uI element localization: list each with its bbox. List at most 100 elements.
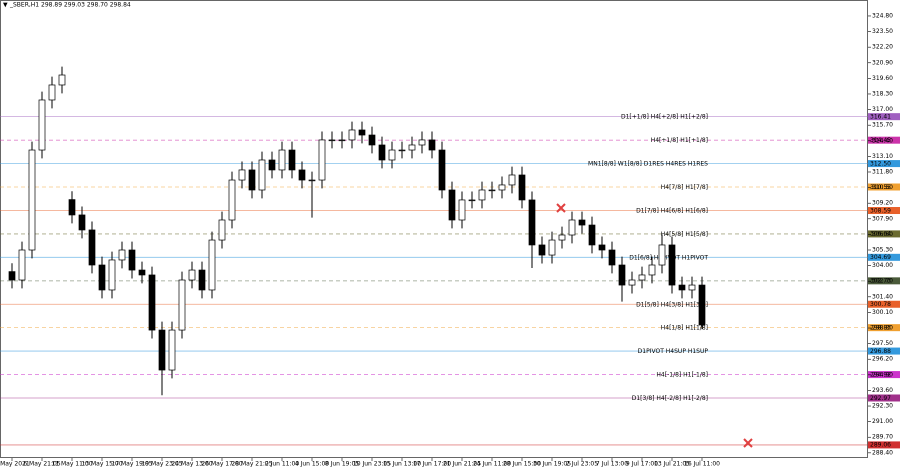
candle-body bbox=[28, 149, 36, 251]
price-box bbox=[868, 253, 900, 261]
candle-body bbox=[438, 149, 446, 191]
candle-body bbox=[98, 264, 106, 291]
price-box bbox=[868, 183, 900, 191]
price-box-label: 304.69 bbox=[870, 254, 891, 261]
x-tick-label: 10 Jun 23:05 bbox=[353, 461, 391, 468]
y-tick-label: 291.00 bbox=[872, 418, 893, 425]
candle-body bbox=[208, 239, 216, 291]
level-label: MN1[8/8] W1[8/8] D1RES H4RES H1RES bbox=[588, 161, 708, 168]
x-tick-label: 9 Jul 17:00 bbox=[626, 461, 658, 468]
x-tick-label: 24 Jun 11:00 bbox=[473, 461, 511, 468]
x-tick-label: 17 May 19:05 bbox=[111, 461, 152, 468]
price-box bbox=[868, 300, 900, 308]
candle-body bbox=[278, 149, 286, 171]
candle-body bbox=[78, 214, 86, 231]
candle-body bbox=[158, 329, 166, 371]
x-tick-label: 4 Jun 15:00 bbox=[295, 461, 329, 468]
candle-body bbox=[488, 189, 496, 192]
candle-body bbox=[408, 144, 416, 151]
x-tick-label: 24 May 13:00 bbox=[171, 461, 212, 468]
level-label: D1[7/8] H4[6/8] H1[6/8] bbox=[636, 208, 708, 215]
price-box-label: 292.97 bbox=[870, 395, 891, 402]
candle-body bbox=[668, 244, 676, 286]
price-box-label: 296.88 bbox=[870, 348, 891, 355]
cross-marker bbox=[556, 203, 566, 213]
candle-body bbox=[198, 269, 206, 291]
level-label: D1[+1/8] H4[+2/8] H1[+2/8] bbox=[621, 114, 708, 121]
candle-body bbox=[168, 329, 176, 371]
level-label: D1[3/8] H4[-2/8] H1[-2/8] bbox=[632, 395, 708, 402]
x-tick-label: 4 May 2021 bbox=[0, 461, 30, 468]
candle-body bbox=[678, 284, 686, 291]
y-tick-label: 305.30 bbox=[872, 247, 893, 254]
price-box-label: 308.59 bbox=[870, 207, 891, 214]
y-tick-label: 298.80 bbox=[872, 325, 893, 332]
y-tick-label: 302.70 bbox=[872, 278, 893, 285]
candle-body bbox=[688, 284, 696, 291]
y-tick-label: 292.30 bbox=[872, 403, 893, 410]
candle-body bbox=[238, 169, 246, 181]
x-tick-label: 21 Jun 21:05 bbox=[443, 461, 481, 468]
candle-body bbox=[328, 139, 336, 142]
candle-body bbox=[608, 249, 616, 266]
candle-body bbox=[188, 269, 196, 281]
candle-body bbox=[318, 139, 326, 181]
candles bbox=[8, 66, 706, 396]
x-tick-label: 13 May 15:00 bbox=[81, 461, 122, 468]
x-tick-label: 13 Jul 21:05 bbox=[654, 461, 690, 468]
candle-body bbox=[18, 249, 26, 281]
candle-body bbox=[58, 74, 66, 86]
price-box-label: 302.73 bbox=[870, 278, 891, 285]
levels: D1[+1/8] H4[+2/8] H1[+2/8] 316.41 H4[+1/8]… bbox=[0, 113, 900, 449]
candle-body bbox=[628, 279, 636, 286]
y-tick-label: 304.00 bbox=[872, 262, 893, 269]
y-tick-label: 319.60 bbox=[872, 75, 893, 82]
y-tick-label: 311.80 bbox=[872, 168, 893, 175]
candle-body bbox=[568, 219, 576, 236]
price-box bbox=[868, 113, 900, 121]
candle-body bbox=[88, 229, 96, 266]
candle-body bbox=[178, 279, 186, 331]
candle-body bbox=[398, 149, 406, 152]
y-tick-label: 288.40 bbox=[872, 449, 893, 456]
price-box-label: 289.06 bbox=[870, 442, 891, 449]
price-box bbox=[868, 371, 900, 379]
candle-body bbox=[258, 159, 266, 191]
y-tick-label: 296.20 bbox=[872, 356, 893, 363]
x-tick-label: 28 Jun 15:00 bbox=[503, 461, 541, 468]
candle-body bbox=[518, 174, 526, 201]
price-box-label: 314.45 bbox=[870, 137, 891, 144]
candle-body bbox=[468, 199, 476, 202]
candle-body bbox=[308, 179, 316, 182]
candle-body bbox=[428, 139, 436, 151]
candle-body bbox=[148, 274, 156, 331]
candle-body bbox=[288, 149, 296, 171]
candle-body bbox=[388, 149, 396, 161]
candle-body bbox=[548, 239, 556, 256]
y-tick-label: 324.80 bbox=[872, 12, 893, 19]
price-box bbox=[868, 136, 900, 144]
y-tick-label: 300.10 bbox=[872, 309, 893, 316]
y-tick-label: 310.50 bbox=[872, 184, 893, 191]
candle-body bbox=[618, 264, 626, 286]
candle-body bbox=[588, 224, 596, 246]
candle-body bbox=[658, 244, 666, 266]
candle-body bbox=[368, 134, 376, 146]
candle-body bbox=[298, 169, 306, 181]
candle-body bbox=[448, 189, 456, 221]
candle-body bbox=[528, 199, 536, 246]
level-label: D1PIVOT H4SUP H1SUP bbox=[638, 348, 709, 355]
x-tick-label: 11 May 11:00 bbox=[51, 461, 92, 468]
price-box bbox=[868, 160, 900, 168]
x-tick-label: 7 Jul 13:00 bbox=[596, 461, 628, 468]
y-tick-label: 320.90 bbox=[872, 59, 893, 66]
x-tick-label: 19 May 23:05 bbox=[141, 461, 182, 468]
x-tick-label: 8 Jun 19:05 bbox=[325, 461, 359, 468]
candle-body bbox=[458, 199, 466, 221]
price-box bbox=[868, 207, 900, 215]
y-tick-label: 309.20 bbox=[872, 200, 893, 207]
candle-body bbox=[68, 199, 76, 216]
candle-body bbox=[108, 259, 116, 291]
level-label: D1[5/8] H4[3/8] H1[3/8] bbox=[636, 301, 708, 308]
